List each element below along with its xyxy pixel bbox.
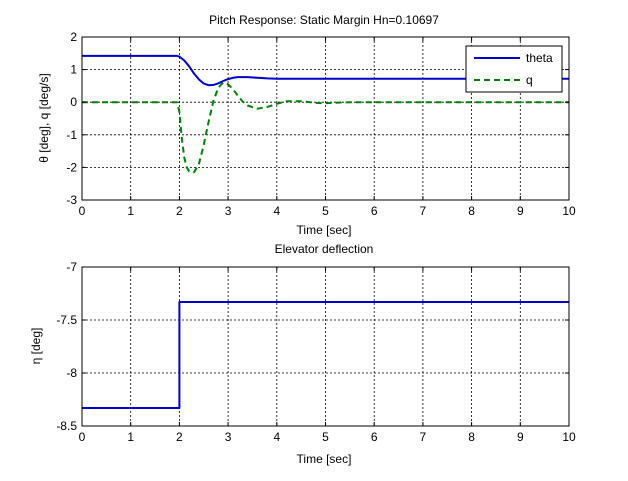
elevator-deflection-title: Elevator deflection	[275, 242, 374, 256]
pitch-response-ytick-label: -2	[66, 160, 77, 174]
pitch-response-series	[82, 54, 569, 174]
elevator-deflection-xtick-label: 6	[371, 430, 378, 444]
pitch-response-ytick-label: -1	[66, 128, 77, 142]
pitch-response-xlabel: Time [sec]	[297, 223, 352, 237]
elevator-deflection-ytick-label: -7.5	[56, 313, 77, 327]
pitch-response-xtick-label: 9	[517, 204, 524, 218]
pitch-response-xtick-label: 0	[79, 204, 86, 218]
elevator-deflection-ytick-label: -8.5	[56, 419, 77, 433]
pitch-response-ytick-label: -3	[66, 193, 77, 207]
pitch-response-xtick-label: 10	[562, 204, 576, 218]
elevator-deflection-xtick-label: 5	[322, 430, 329, 444]
legend-theta-label: theta	[526, 51, 553, 65]
elevator-deflection-ytick-label: -8	[66, 366, 77, 380]
pitch-response-plot: Pitch Response: Static Margin Hn=0.10697…	[37, 13, 576, 237]
elevator-deflection-series	[82, 301, 569, 409]
elevator-deflection-xtick-label: 8	[468, 430, 475, 444]
elevator-deflection-plot: Elevator deflection Time [sec] η [deg] 0…	[29, 242, 576, 466]
elevator-deflection-xtick-label: 3	[225, 430, 232, 444]
pitch-response-ytick-label: 0	[70, 95, 77, 109]
elevator-deflection-series-line0	[82, 301, 569, 409]
pitch-response-ytick-label: 2	[70, 30, 77, 44]
pitch-response-xtick-label: 8	[468, 204, 475, 218]
pitch-response-series-q	[82, 81, 569, 174]
pitch-response-xtick-label: 4	[273, 204, 280, 218]
pitch-response-legend: theta q	[465, 45, 563, 93]
pitch-response-ylabel: θ [deg], q [deg/s]	[37, 73, 51, 162]
pitch-response-xtick-label: 7	[420, 204, 427, 218]
elevator-deflection-xtick-label: 2	[176, 430, 183, 444]
elevator-deflection-xtick-label: 1	[127, 430, 134, 444]
elevator-deflection-ytick-label: -7	[66, 260, 77, 274]
pitch-response-xtick-label: 6	[371, 204, 378, 218]
elevator-deflection-xtick-label: 7	[420, 430, 427, 444]
pitch-response-title: Pitch Response: Static Margin Hn=0.10697	[209, 13, 439, 27]
pitch-response-xtick-label: 5	[322, 204, 329, 218]
elevator-deflection-xtick-label: 9	[517, 430, 524, 444]
elevator-deflection-xtick-label: 4	[273, 430, 280, 444]
legend-q-label: q	[526, 73, 533, 87]
pitch-response-xtick-label: 1	[127, 204, 134, 218]
pitch-response-xtick-label: 3	[225, 204, 232, 218]
elevator-deflection-xlabel: Time [sec]	[297, 452, 352, 466]
elevator-deflection-xtick-label: 10	[562, 430, 576, 444]
elevator-deflection-ylabel: η [deg]	[29, 328, 43, 365]
elevator-deflection-grid	[82, 267, 569, 426]
legend-box	[465, 45, 563, 93]
pitch-response-xtick-label: 2	[176, 204, 183, 218]
pitch-response-series-theta	[82, 54, 569, 87]
pitch-response-ytick-label: 1	[70, 63, 77, 77]
elevator-deflection-xtick-label: 0	[79, 430, 86, 444]
elevator-deflection-ticks: 0 1 2 3 4 5 6 7 8 9 10 -7 -7.5 -8 -8.5	[56, 260, 576, 444]
